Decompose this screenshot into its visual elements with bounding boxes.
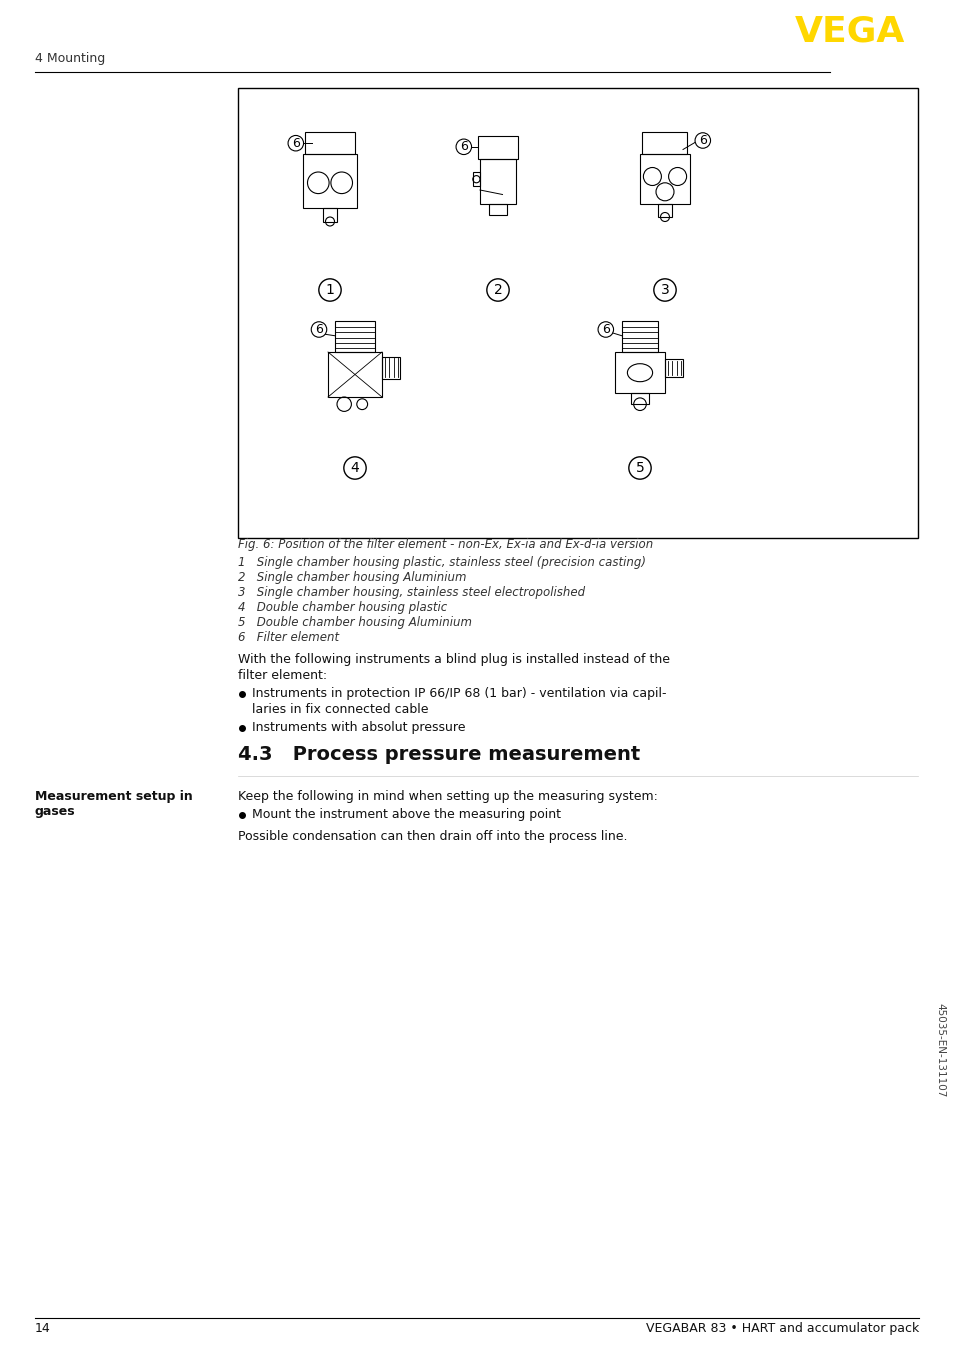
Text: 45035-EN-131107: 45035-EN-131107: [934, 1003, 944, 1097]
Text: 3   Single chamber housing, stainless steel electropolished: 3 Single chamber housing, stainless stee…: [237, 586, 584, 598]
Text: filter element:: filter element:: [237, 669, 327, 682]
Text: laries in fix connected cable: laries in fix connected cable: [252, 703, 428, 716]
Text: VEGABAR 83 • HART and accumulator pack: VEGABAR 83 • HART and accumulator pack: [645, 1322, 918, 1335]
Text: 6: 6: [292, 137, 299, 150]
Bar: [237, 88, 917, 538]
Text: 5: 5: [635, 460, 643, 475]
Text: Keep the following in mind when setting up the measuring system:: Keep the following in mind when setting …: [237, 789, 658, 803]
Text: With the following instruments a blind plug is installed instead of the: With the following instruments a blind p…: [237, 653, 669, 666]
Text: 5   Double chamber housing Aluminium: 5 Double chamber housing Aluminium: [237, 616, 472, 630]
Text: Fig. 6: Position of the filter element - non-Ex, Ex-ia and Ex-d-ia version: Fig. 6: Position of the filter element -…: [237, 538, 653, 551]
Text: VEGA: VEGA: [794, 15, 904, 49]
Text: 4.3   Process pressure measurement: 4.3 Process pressure measurement: [237, 745, 639, 764]
Text: Instruments in protection IP 66/IP 68 (1 bar) - ventilation via capil-: Instruments in protection IP 66/IP 68 (1…: [252, 686, 666, 700]
Text: gases: gases: [35, 806, 75, 818]
Text: Instruments with absolut pressure: Instruments with absolut pressure: [252, 720, 465, 734]
Text: 2: 2: [493, 283, 502, 297]
Text: 4   Double chamber housing plastic: 4 Double chamber housing plastic: [237, 601, 447, 613]
Text: 3: 3: [659, 283, 669, 297]
Text: 14: 14: [35, 1322, 51, 1335]
Text: 1: 1: [325, 283, 335, 297]
Text: 2   Single chamber housing Aluminium: 2 Single chamber housing Aluminium: [237, 571, 466, 584]
Text: 4: 4: [351, 460, 359, 475]
Text: Mount the instrument above the measuring point: Mount the instrument above the measuring…: [252, 808, 560, 821]
Text: 6: 6: [699, 134, 706, 148]
Text: 6: 6: [314, 324, 323, 336]
Text: 1   Single chamber housing plastic, stainless steel (precision casting): 1 Single chamber housing plastic, stainl…: [237, 556, 645, 569]
Text: 6   Filter element: 6 Filter element: [237, 631, 338, 645]
Text: 6: 6: [601, 324, 609, 336]
Text: 6: 6: [459, 141, 467, 153]
Text: 4 Mounting: 4 Mounting: [35, 51, 105, 65]
Text: Possible condensation can then drain off into the process line.: Possible condensation can then drain off…: [237, 830, 627, 844]
Text: Measurement setup in: Measurement setup in: [35, 789, 193, 803]
